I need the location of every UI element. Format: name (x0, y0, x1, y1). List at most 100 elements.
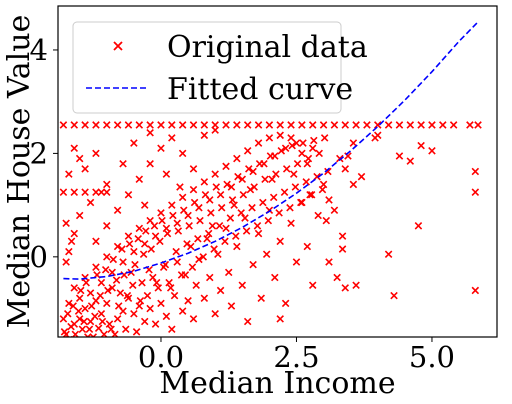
data-point (208, 222, 217, 230)
data-point (82, 278, 90, 287)
y-tick-label: 2 (30, 136, 48, 170)
data-point (276, 237, 284, 246)
data-point (174, 227, 183, 235)
data-point (281, 299, 290, 308)
data-point (65, 247, 73, 256)
data-point (384, 250, 393, 259)
data-point (188, 263, 197, 271)
data-point (162, 170, 171, 178)
data-point (177, 271, 186, 279)
data-point (62, 258, 70, 266)
data-point (276, 131, 284, 140)
data-point (264, 216, 273, 225)
data-point (297, 198, 305, 207)
data-point (390, 291, 398, 300)
data-point (163, 229, 172, 238)
data-point (287, 121, 295, 129)
data-point (349, 139, 358, 147)
data-point (70, 144, 79, 152)
y-tick-label: 4 (30, 33, 48, 67)
data-point (211, 121, 219, 129)
data-point (214, 250, 222, 259)
data-point (194, 234, 202, 243)
data-point (223, 180, 231, 189)
data-point (105, 320, 114, 328)
data-point (224, 268, 233, 277)
data-point (276, 121, 284, 129)
data-point (75, 154, 84, 163)
data-point (265, 121, 274, 129)
data-point (276, 315, 284, 323)
data-point (212, 183, 221, 191)
data-point (246, 185, 255, 194)
data-point (168, 325, 176, 334)
data-point (116, 289, 125, 297)
data-point (304, 154, 313, 163)
data-point (262, 250, 271, 259)
x-axis-ticks: 0.0 2.5 5.0 (138, 337, 455, 374)
data-point (146, 121, 154, 129)
data-point (200, 121, 209, 129)
data-point (168, 201, 176, 209)
data-point (200, 131, 209, 140)
data-point (272, 170, 280, 178)
data-point (234, 172, 242, 181)
data-point (113, 242, 122, 251)
data-point (333, 273, 341, 282)
data-point (140, 317, 149, 326)
data-point (417, 141, 425, 150)
data-point (87, 302, 96, 310)
data-point (315, 149, 323, 158)
data-point (97, 278, 106, 287)
data-point (336, 154, 344, 163)
data-point (65, 170, 73, 178)
data-point (308, 144, 317, 152)
data-point (143, 291, 152, 300)
data-point (59, 121, 68, 129)
data-point (176, 183, 184, 191)
data-point (395, 121, 404, 129)
data-point (215, 222, 224, 230)
data-point (314, 211, 322, 220)
data-point (97, 309, 106, 318)
data-point (192, 281, 200, 290)
data-point (94, 324, 103, 332)
data-point (123, 291, 132, 300)
data-point (195, 255, 203, 264)
data-point (414, 222, 423, 230)
data-point (96, 291, 105, 300)
data-point (169, 211, 177, 220)
data-point (173, 258, 182, 266)
data-point (291, 183, 300, 191)
data-point (146, 128, 154, 137)
data-point (67, 237, 76, 246)
data-point (60, 328, 69, 336)
data-point (200, 294, 209, 302)
data-point (130, 247, 138, 256)
data-point (84, 333, 92, 337)
data-point (92, 188, 100, 196)
data-point (254, 121, 263, 129)
data-point (255, 159, 264, 168)
x-tick-label: 5.0 (409, 340, 455, 374)
data-point (81, 304, 89, 313)
data-point (80, 317, 88, 326)
data-point (150, 222, 159, 230)
data-point (135, 175, 144, 184)
data-point (124, 232, 133, 240)
data-point (299, 139, 307, 147)
data-point (204, 229, 213, 238)
data-point (230, 201, 238, 209)
data-point (91, 312, 99, 321)
data-point (288, 141, 296, 150)
data-point (271, 273, 279, 282)
data-point (449, 121, 458, 129)
data-point (65, 299, 73, 308)
data-point (63, 309, 72, 318)
data-point (257, 294, 266, 302)
data-point (124, 121, 133, 129)
data-point (121, 325, 130, 334)
data-point (109, 255, 118, 264)
data-point (310, 136, 318, 145)
